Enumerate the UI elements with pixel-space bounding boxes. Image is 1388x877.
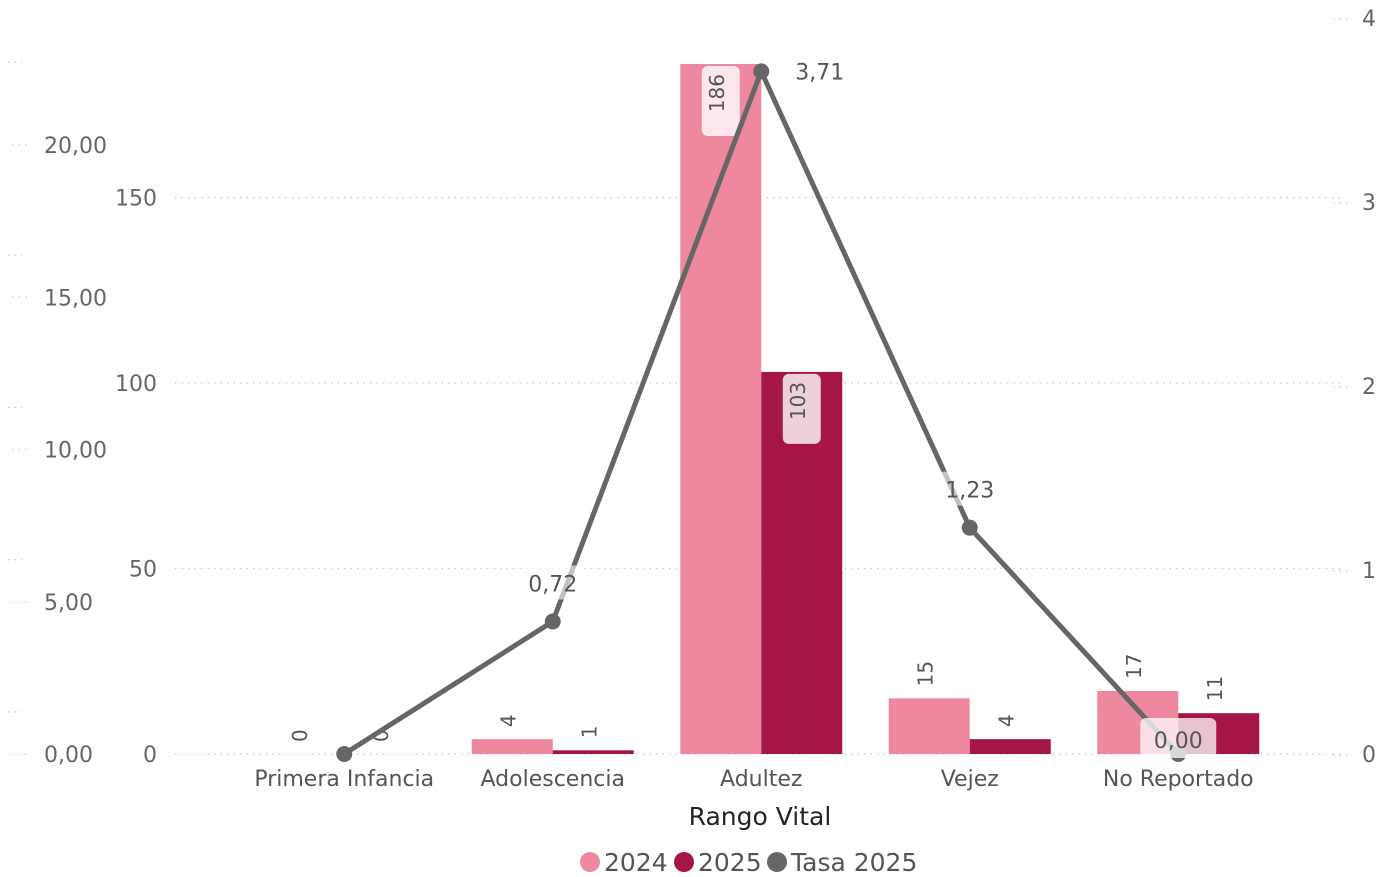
line-data-label-bg: [522, 565, 583, 600]
x-category-label: Vejez: [941, 767, 999, 792]
primary-tick-label: 0: [143, 743, 157, 768]
secondary-tick-label: 2: [1362, 375, 1376, 400]
x-category-label: Adolescencia: [481, 767, 625, 792]
bar-data-label: 186: [705, 74, 729, 112]
x-category-label: Adultez: [720, 767, 802, 792]
primary-y-axis: 0 50 100 150: [115, 187, 157, 768]
line-data-label-bg: [1140, 718, 1217, 758]
line-data-label: 3,71: [795, 60, 844, 85]
x-axis-title: Rango Vital: [689, 802, 832, 831]
primary-tick-label: 100: [115, 372, 157, 397]
tasa-2025-marker: [753, 63, 770, 80]
outer-tick-label: 0,00: [44, 743, 93, 768]
legend-marker: [767, 852, 787, 872]
secondary-tick-label: 0: [1362, 743, 1376, 768]
bar-data-label-bg: [701, 66, 740, 136]
secondary-tick-label: 1: [1362, 559, 1376, 584]
bar-2025: [552, 750, 634, 754]
x-category-label: Primera Infancia: [254, 767, 434, 792]
bar-2024: [888, 698, 970, 754]
secondary-tick-label: 3: [1362, 191, 1376, 216]
bar-data-label-bg: [782, 373, 821, 444]
primary-tick-label: 150: [115, 187, 157, 212]
bar-data-label: 11: [1203, 676, 1227, 701]
tasa-2025-marker: [336, 746, 353, 762]
tasa-2025-marker: [961, 519, 978, 536]
legend-marker: [580, 852, 600, 872]
line-data-label: 0,00: [1154, 729, 1203, 754]
bar-data-label: 4: [994, 714, 1018, 727]
outer-tick-label: 15,00: [44, 286, 107, 311]
line-data-label: 0,72: [528, 573, 577, 598]
legend-label: Tasa 2025: [790, 848, 917, 877]
legend-marker: [674, 852, 694, 872]
bar-data-label: 17: [1122, 653, 1146, 678]
bar-series: [471, 64, 1260, 754]
legend-label: 2024: [604, 848, 668, 877]
legend: 2024 2025 Tasa 2025: [580, 848, 917, 877]
line-data-label: 1,23: [945, 479, 994, 504]
line-data-label-bg: [939, 471, 1000, 506]
x-axis-categories: Primera Infancia Adolescencia Adultez Vejez…: [254, 767, 1253, 792]
bar-data-label: 15: [913, 661, 937, 686]
outer-left-axis: 0,00 5,00 10,00 15,00 20,00: [8, 61, 107, 768]
bar-data-label: 0: [288, 729, 312, 742]
bar-data-label: 1: [577, 726, 601, 739]
bar-2024: [471, 739, 553, 754]
secondary-tick-label: 4: [1362, 7, 1376, 32]
outer-tick-label: 20,00: [44, 134, 107, 159]
bar-data-label: 103: [786, 382, 810, 420]
legend-label: 2025: [698, 848, 762, 877]
line-series-tasa-2025: 0,72 3,71 1,23 0,00: [336, 60, 1217, 762]
bar-2025: [969, 739, 1051, 754]
bar-data-label: 4: [496, 714, 520, 727]
bar-2024: [680, 64, 762, 754]
primary-tick-label: 50: [129, 558, 157, 583]
outer-tick-label: 5,00: [44, 591, 93, 616]
outer-tick-label: 10,00: [44, 439, 107, 464]
x-category-label: No Reportado: [1103, 767, 1254, 792]
secondary-y-axis: 0 1 2 3 4: [1333, 7, 1376, 768]
tasa-2025-marker: [544, 613, 561, 630]
